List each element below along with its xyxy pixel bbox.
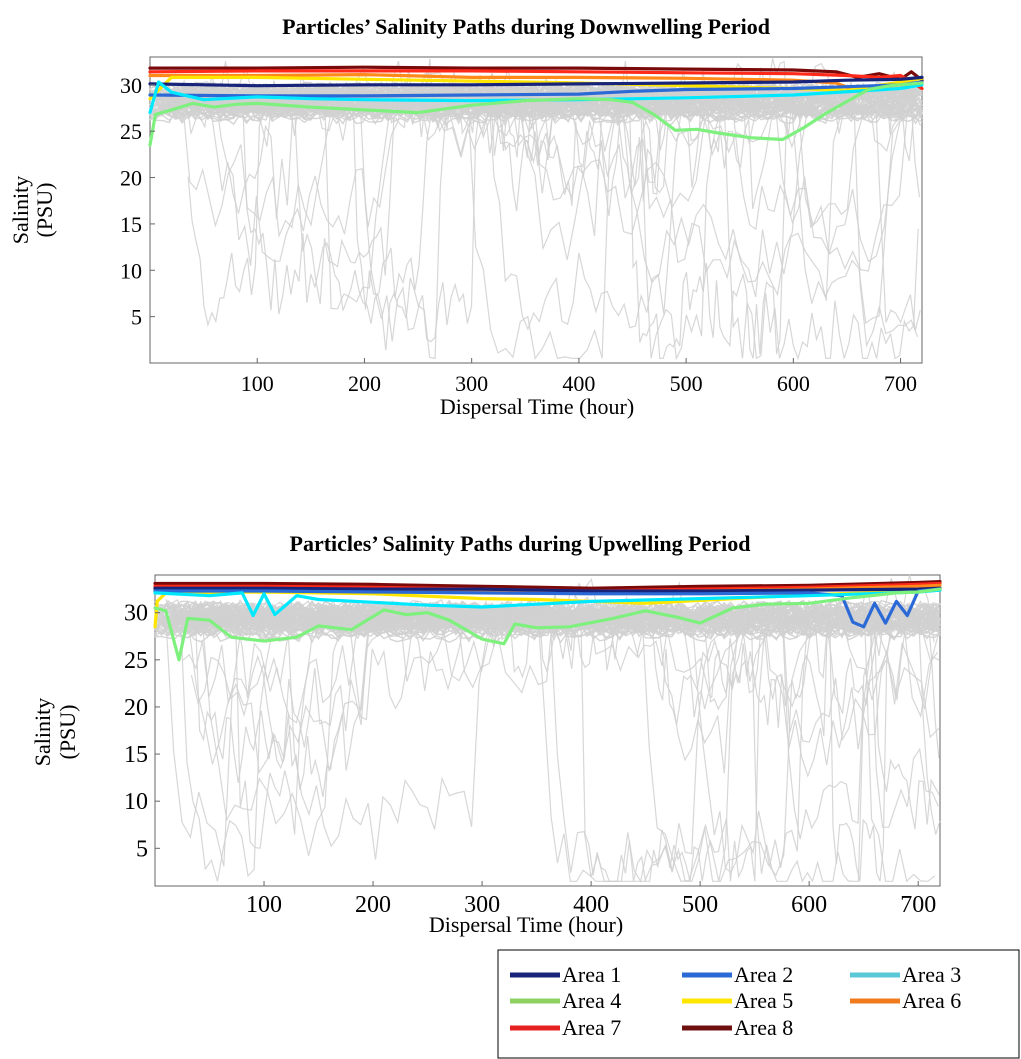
- chart2-xtick-400: 400: [573, 892, 609, 918]
- chart1-ytick-15: 15: [120, 212, 142, 237]
- chart1-ylabel-line1: Salinity: [8, 176, 33, 244]
- chart1-xtick-500: 500: [670, 371, 703, 396]
- chart2-xtick-200: 200: [355, 892, 391, 918]
- chart2-ylabel-line2: (PSU): [55, 704, 80, 759]
- chart1-y-ticks: 5 10 15 20 25 30: [120, 73, 155, 330]
- chart1-ytick-25: 25: [120, 119, 142, 144]
- chart2-background-band-trace: [154, 604, 941, 622]
- chart2-background-band-trace: [154, 619, 941, 638]
- legend-label-area-6: Area 6: [902, 988, 961, 1013]
- chart2-ytick-30: 30: [124, 601, 148, 627]
- chart2-xtick-700: 700: [900, 892, 936, 918]
- legend: Area 1 Area 2 Area 3 Area 4 Area 5 Area 6 Area…: [497, 949, 1020, 1059]
- chart2-series-area-1: [153, 586, 942, 593]
- chart1-series-area-7: [148, 69, 924, 91]
- chart2-ytick-15: 15: [124, 742, 148, 768]
- chart1-background-band-trace: [149, 109, 923, 126]
- chart2-xlabel: Dispersal Time (hour): [429, 912, 623, 937]
- chart2-ytick-20: 20: [124, 695, 148, 721]
- chart2-x-ticks: 100 200 300 400 500 600 700: [246, 881, 936, 918]
- chart1-xtick-300: 300: [455, 371, 488, 396]
- chart1-series-area-2: [148, 80, 924, 98]
- legend-label-area-2: Area 2: [734, 962, 793, 987]
- chart1-plot: [148, 56, 924, 364]
- chart1-background-band-trace: [149, 105, 923, 123]
- chart2-background-band-trace: [154, 599, 941, 617]
- chart1-series-area-1: [148, 75, 924, 88]
- legend-label-area-4: Area 4: [562, 988, 621, 1013]
- chart2-ytick-25: 25: [124, 648, 148, 674]
- chart2-plot: [153, 574, 942, 887]
- chart2-xtick-500: 500: [682, 892, 718, 918]
- chart2-ytick-10: 10: [124, 789, 148, 815]
- chart2-ylabel-line1: Salinity: [30, 698, 55, 766]
- chart1-series-area-4: [148, 81, 924, 147]
- chart1-xtick-600: 600: [777, 371, 810, 396]
- chart1-background-band-trace: [149, 101, 923, 120]
- chart2-series: [153, 579, 942, 662]
- chart1-xtick-100: 100: [241, 371, 274, 396]
- chart1-background-band-trace: [149, 99, 923, 117]
- chart1-series: [148, 65, 924, 147]
- chart1-ytick-5: 5: [131, 305, 142, 330]
- chart2-ytick-5: 5: [136, 836, 148, 862]
- chart2-xtick-100: 100: [246, 892, 282, 918]
- chart2-xtick-300: 300: [464, 892, 500, 918]
- chart1-ytick-10: 10: [120, 258, 142, 283]
- chart2-series-area-2: [153, 587, 942, 629]
- chart2-y-ticks: 5 10 15 20 25 30: [124, 601, 160, 862]
- legend-entries: Area 1 Area 2 Area 3 Area 4 Area 5 Area 6 Area…: [510, 962, 961, 1040]
- legend-label-area-5: Area 5: [734, 988, 793, 1013]
- chart2-series-area-8: [153, 579, 942, 590]
- chart1-ylabel-line2: (PSU): [32, 182, 57, 237]
- legend-label-area-1: Area 1: [562, 962, 621, 987]
- chart1-title: Particles’ Salinity Paths during Downwel…: [282, 14, 770, 39]
- chart1-xtick-200: 200: [348, 371, 381, 396]
- chart2-title: Particles’ Salinity Paths during Upwelli…: [290, 531, 751, 556]
- legend-label-area-7: Area 7: [562, 1015, 621, 1040]
- chart2-background-traces: [154, 574, 941, 883]
- chart2-background-band-trace: [154, 622, 941, 640]
- chart2-xtick-600: 600: [791, 892, 827, 918]
- legend-label-area-3: Area 3: [902, 962, 961, 987]
- chart1-ytick-20: 20: [120, 166, 142, 191]
- chart2-series-area-4: [153, 587, 942, 662]
- legend-label-area-8: Area 8: [734, 1015, 793, 1040]
- chart1-xlabel: Dispersal Time (hour): [440, 394, 634, 419]
- chart2-series-area-3: [153, 588, 942, 618]
- chart1-x-ticks: 100 200 300 400 500 600 700: [241, 358, 917, 396]
- chart1-series-area-3: [148, 80, 924, 115]
- chart1-xtick-400: 400: [562, 371, 595, 396]
- chart2-background-band-trace: [154, 611, 941, 629]
- legend-frame: [497, 949, 1020, 1059]
- chart1-ytick-30: 30: [120, 73, 142, 98]
- chart1-xtick-700: 700: [884, 371, 917, 396]
